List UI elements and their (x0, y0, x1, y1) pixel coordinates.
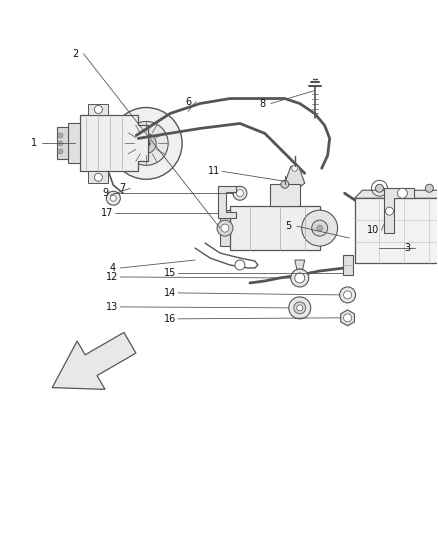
Text: 7: 7 (119, 183, 125, 193)
Circle shape (217, 220, 233, 236)
Circle shape (58, 141, 63, 146)
Circle shape (302, 210, 338, 246)
Circle shape (343, 314, 352, 322)
Text: 5: 5 (286, 221, 292, 231)
Circle shape (233, 186, 247, 200)
Polygon shape (218, 186, 236, 218)
Circle shape (58, 133, 63, 138)
Polygon shape (52, 333, 136, 390)
Text: 3: 3 (404, 243, 410, 253)
Text: 15: 15 (164, 268, 177, 278)
Circle shape (58, 149, 63, 154)
Circle shape (339, 287, 356, 303)
Circle shape (295, 273, 305, 283)
Polygon shape (220, 210, 230, 246)
Circle shape (142, 140, 150, 148)
Text: 4: 4 (109, 263, 115, 273)
Circle shape (237, 190, 244, 197)
Circle shape (136, 133, 156, 154)
Polygon shape (355, 190, 438, 198)
Polygon shape (295, 260, 305, 269)
Text: 11: 11 (208, 166, 220, 176)
Polygon shape (385, 188, 414, 233)
Circle shape (385, 207, 393, 215)
Circle shape (292, 165, 298, 171)
Circle shape (289, 297, 311, 319)
Text: 6: 6 (185, 96, 191, 107)
Circle shape (95, 106, 102, 114)
Circle shape (221, 224, 229, 232)
Circle shape (281, 180, 289, 188)
Text: 9: 9 (102, 188, 109, 198)
Polygon shape (68, 124, 81, 163)
Text: 12: 12 (106, 272, 119, 282)
Bar (343, 255, 353, 275)
Text: 14: 14 (164, 288, 176, 298)
Text: 17: 17 (101, 208, 113, 218)
Circle shape (294, 302, 306, 314)
Circle shape (375, 184, 384, 192)
Text: 10: 10 (367, 225, 380, 235)
Circle shape (343, 291, 352, 299)
Polygon shape (230, 206, 320, 250)
Circle shape (110, 195, 117, 201)
Bar (355, 198, 438, 263)
Text: 13: 13 (106, 302, 118, 312)
Polygon shape (270, 184, 300, 206)
Text: 16: 16 (164, 314, 176, 324)
Circle shape (425, 184, 433, 192)
Polygon shape (57, 127, 68, 159)
Circle shape (124, 122, 168, 165)
Circle shape (291, 269, 309, 287)
Circle shape (110, 108, 182, 179)
Text: 1: 1 (31, 139, 37, 148)
Circle shape (95, 173, 102, 181)
Circle shape (106, 191, 120, 205)
Polygon shape (88, 103, 108, 116)
Circle shape (397, 188, 407, 198)
Circle shape (235, 260, 245, 270)
Text: 8: 8 (260, 99, 266, 109)
Polygon shape (341, 310, 354, 326)
Text: 2: 2 (72, 49, 78, 59)
Polygon shape (88, 171, 108, 183)
Polygon shape (81, 116, 148, 171)
Circle shape (312, 220, 328, 236)
Polygon shape (285, 166, 305, 190)
Circle shape (317, 225, 323, 231)
Circle shape (297, 305, 303, 311)
